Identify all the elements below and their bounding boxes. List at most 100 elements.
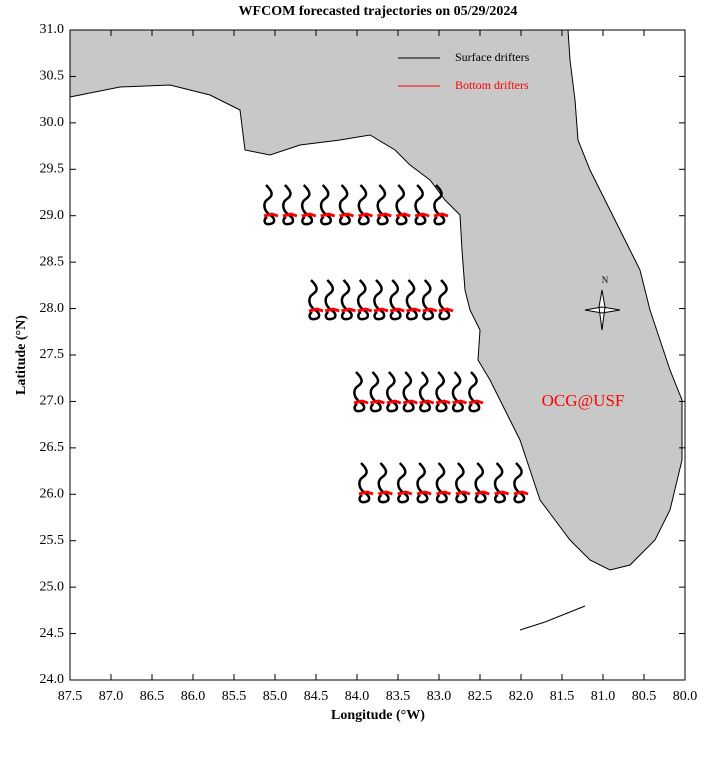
bottom-trajectory	[357, 307, 373, 313]
x-tick-label: 87.0	[99, 689, 124, 704]
y-tick-label: 29.0	[40, 208, 65, 223]
x-tick-label: 86.0	[181, 689, 206, 704]
surface-trajectory	[263, 184, 276, 226]
y-tick-label: 26.5	[40, 440, 65, 455]
surface-trajectory	[340, 279, 353, 321]
surface-trajectory	[369, 371, 382, 413]
bottom-trajectory	[397, 490, 413, 496]
y-tick-label: 30.5	[40, 69, 65, 84]
bottom-trajectory	[406, 307, 421, 313]
bottom-trajectory	[320, 212, 336, 218]
y-tick-label: 25.0	[40, 579, 65, 594]
y-axis-label: Latitude (°N)	[14, 315, 29, 395]
surface-trajectory	[357, 184, 370, 226]
surface-trajectory	[389, 279, 402, 321]
x-tick-label: 81.5	[550, 689, 575, 704]
surface-trajectory	[319, 184, 333, 226]
compass-label: N	[602, 275, 609, 285]
bottom-trajectory	[438, 307, 454, 313]
bottom-trajectory	[474, 490, 490, 496]
bottom-trajectory	[422, 307, 438, 313]
bottom-trajectory	[376, 212, 392, 218]
bottom-trajectory	[416, 490, 432, 496]
bottom-trajectory	[339, 212, 355, 218]
y-tick-label: 28.5	[40, 254, 65, 269]
surface-trajectory	[468, 371, 481, 413]
surface-trajectory	[416, 462, 429, 504]
bottom-trajectory	[513, 490, 529, 496]
surface-trajectory	[376, 184, 389, 226]
bottom-trajectory	[370, 399, 385, 405]
surface-trajectory	[373, 279, 386, 321]
bottom-trajectory	[414, 212, 430, 218]
bottom-trajectory	[324, 307, 340, 313]
y-tick-label: 27.0	[40, 394, 65, 409]
bottom-trajectory	[301, 212, 317, 218]
y-tick-label: 30.0	[40, 115, 65, 130]
compass-rose	[584, 289, 621, 331]
bottom-trajectory	[358, 212, 373, 218]
bottom-trajectory	[419, 399, 435, 405]
surface-trajectory	[513, 462, 526, 504]
surface-trajectory	[353, 371, 366, 413]
trajectories	[263, 184, 529, 504]
bottom-trajectory	[378, 490, 393, 496]
surface-trajectory	[421, 279, 435, 321]
bottom-trajectory	[308, 307, 324, 313]
bottom-trajectory	[282, 212, 298, 218]
bottom-trajectory	[494, 490, 510, 496]
bottom-trajectory	[358, 490, 374, 496]
surface-trajectory	[324, 279, 337, 321]
surface-trajectory	[405, 279, 418, 321]
surface-trajectory	[474, 462, 487, 504]
surface-trajectory	[356, 279, 370, 321]
x-tick-label: 85.0	[263, 689, 288, 704]
bottom-trajectory	[455, 490, 471, 496]
watermark: OCG@USF	[542, 391, 625, 410]
surface-trajectory	[414, 184, 427, 226]
x-tick-label: 86.5	[140, 689, 165, 704]
x-tick-label: 85.5	[222, 689, 247, 704]
bottom-trajectory	[395, 212, 411, 218]
x-axis-label: Longitude (°W)	[331, 708, 425, 723]
surface-trajectory	[300, 184, 314, 226]
surface-trajectory	[451, 371, 464, 413]
x-tick-label: 82.5	[468, 689, 493, 704]
bottom-trajectory	[436, 490, 451, 496]
bottom-trajectory	[353, 399, 369, 405]
surface-trajectory	[418, 371, 432, 413]
surface-trajectory	[402, 371, 415, 413]
legend-label: Bottom drifters	[455, 78, 529, 92]
surface-trajectory	[435, 371, 448, 413]
surface-trajectory	[358, 462, 371, 504]
bottom-trajectory	[341, 307, 356, 313]
x-tick-label: 82.0	[509, 689, 534, 704]
surface-trajectory	[395, 184, 408, 226]
legend-label: Surface drifters	[455, 50, 530, 64]
bottom-trajectory	[389, 307, 405, 313]
x-tick-label: 84.0	[345, 689, 370, 704]
x-tick-label: 87.5	[58, 689, 83, 704]
x-tick-label: 80.0	[673, 689, 698, 704]
surface-trajectory	[435, 462, 448, 504]
y-tick-label: 25.5	[40, 533, 65, 548]
y-tick-label: 29.5	[40, 162, 65, 177]
bottom-trajectory	[373, 307, 389, 313]
florida-land	[69, 29, 683, 571]
y-tick-label: 31.0	[40, 22, 65, 37]
surface-trajectory	[377, 462, 390, 504]
y-tick-label: 28.0	[40, 301, 65, 316]
bottom-trajectory	[433, 212, 449, 218]
bottom-trajectory	[452, 399, 468, 405]
surface-trajectory	[386, 371, 399, 413]
bottom-trajectory	[402, 399, 418, 405]
bottom-trajectory	[263, 212, 279, 218]
surface-trajectory	[396, 462, 410, 504]
x-tick-label: 80.5	[632, 689, 657, 704]
bottom-trajectory	[468, 399, 484, 405]
y-tick-label: 26.0	[40, 487, 65, 502]
y-tick-label: 27.5	[40, 347, 65, 362]
florida-keys	[519, 605, 586, 631]
x-tick-label: 84.5	[304, 689, 329, 704]
